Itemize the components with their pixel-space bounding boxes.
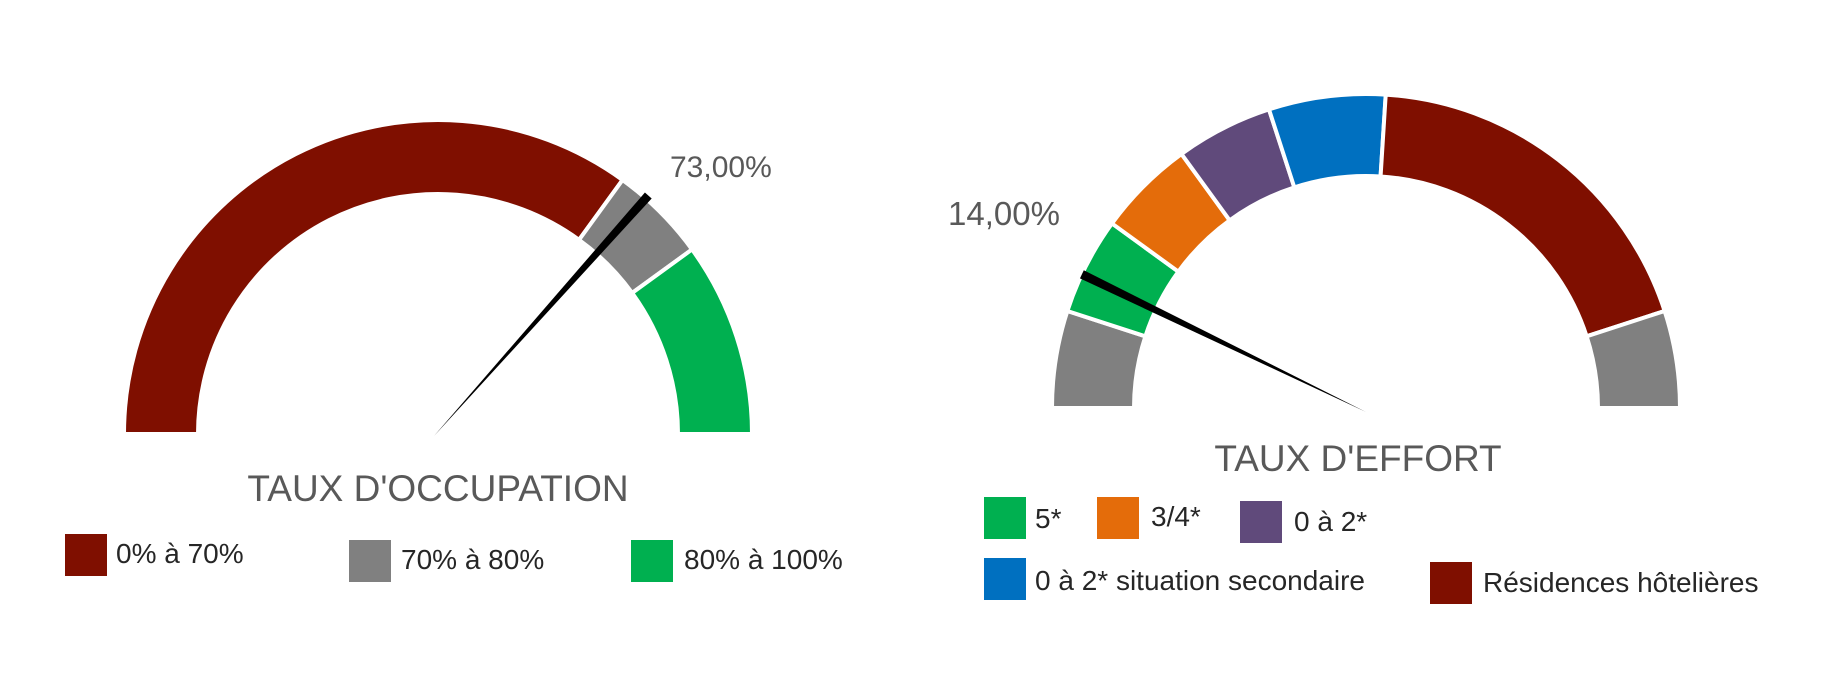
gauge-effort-legend-label-0-2-situation-secondaire: 0 à 2* situation secondaire bbox=[1035, 565, 1365, 596]
gauge-effort: 14,00% TAUX D'EFFORT 5* 3/4* 0 à 2* 0 à 2* … bbox=[948, 92, 1759, 604]
gauge-occupation-legend-label-0-70: 0% à 70% bbox=[116, 538, 244, 569]
gauge-effort-legend-swatch-0-2 bbox=[1240, 501, 1282, 543]
gauge-occupation-bands bbox=[121, 118, 755, 436]
gauge-occupation-needle bbox=[434, 192, 652, 436]
gauge-occupation-value-label: 73,00% bbox=[670, 151, 772, 184]
gauge-occupation-title: TAUX D'OCCUPATION bbox=[247, 468, 628, 509]
gauge-effort-needle bbox=[1079, 270, 1366, 412]
gauge-effort-legend-label-0-2: 0 à 2* bbox=[1294, 506, 1367, 537]
gauge-effort-needle-shape bbox=[1079, 270, 1366, 412]
gauge-effort-legend-label-5: 5* bbox=[1035, 503, 1062, 534]
gauge-effort-band-segment-6 bbox=[1584, 308, 1683, 410]
gauge-effort-bands bbox=[1049, 92, 1683, 410]
gauge-effort-legend: 5* 3/4* 0 à 2* 0 à 2* situation secondaire R… bbox=[984, 497, 1759, 604]
gauge-effort-legend-label-r-sidences-h-teli-res: Résidences hôtelières bbox=[1483, 567, 1759, 598]
gauge-occupation-legend-swatch-0-70 bbox=[65, 534, 107, 576]
gauge-effort-band-r-sidences-h-teli-res bbox=[1378, 92, 1668, 339]
gauge-effort-legend-swatch-3-4 bbox=[1097, 497, 1139, 539]
gauge-occupation-legend: 0% à 70% 70% à 80% 80% à 100% bbox=[65, 534, 843, 582]
gauge-occupation-legend-label-70-80: 70% à 80% bbox=[401, 544, 544, 575]
gauge-occupation-needle-shape bbox=[434, 192, 652, 436]
gauge-effort-legend-swatch-r-sidences-h-teli-res bbox=[1430, 562, 1472, 604]
gauge-effort-legend-swatch-5 bbox=[984, 497, 1026, 539]
gauge-occupation-legend-swatch-80-100 bbox=[631, 540, 673, 582]
gauge-occupation-legend-swatch-70-80 bbox=[349, 540, 391, 582]
gauge-occupation-band-0-70 bbox=[121, 118, 626, 436]
gauge-effort-legend-swatch-0-2-situation-secondaire bbox=[984, 558, 1026, 600]
gauge-effort-legend-label-3-4: 3/4* bbox=[1151, 501, 1201, 532]
gauge-occupation-legend-label-80-100: 80% à 100% bbox=[684, 544, 843, 575]
gauge-occupation: 73,00% TAUX D'OCCUPATION 0% à 70% 70% à 8… bbox=[65, 118, 843, 582]
gauge-occupation-band-80-100 bbox=[629, 246, 755, 436]
gauge-effort-title: TAUX D'EFFORT bbox=[1214, 438, 1501, 479]
gauge-effort-value-label: 14,00% bbox=[948, 195, 1060, 232]
